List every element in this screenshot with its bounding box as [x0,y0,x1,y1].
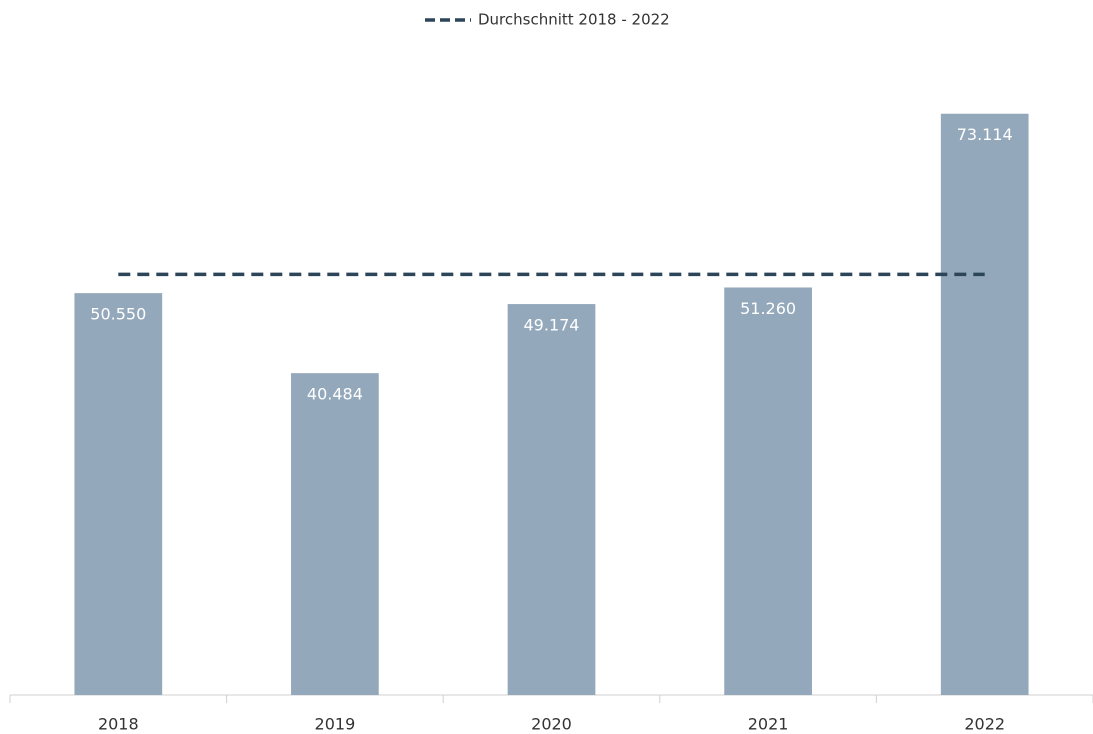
x-tick-label: 2022 [964,715,1005,734]
value-label: 51.260 [740,299,796,318]
x-tick-label: 2018 [98,715,139,734]
x-tick-label: 2020 [531,715,572,734]
bar [507,304,596,695]
value-label: 50.550 [90,305,146,324]
bar [291,373,379,695]
bar [940,113,1029,695]
legend-label: Durchschnitt 2018 - 2022 [478,11,670,29]
bar [724,287,812,695]
x-tick-label: 2021 [748,715,789,734]
value-label: 49.174 [524,316,580,335]
bar [74,293,163,695]
value-label: 73.114 [957,125,1013,144]
x-tick-label: 2019 [315,715,356,734]
value-label: 40.484 [307,385,363,404]
